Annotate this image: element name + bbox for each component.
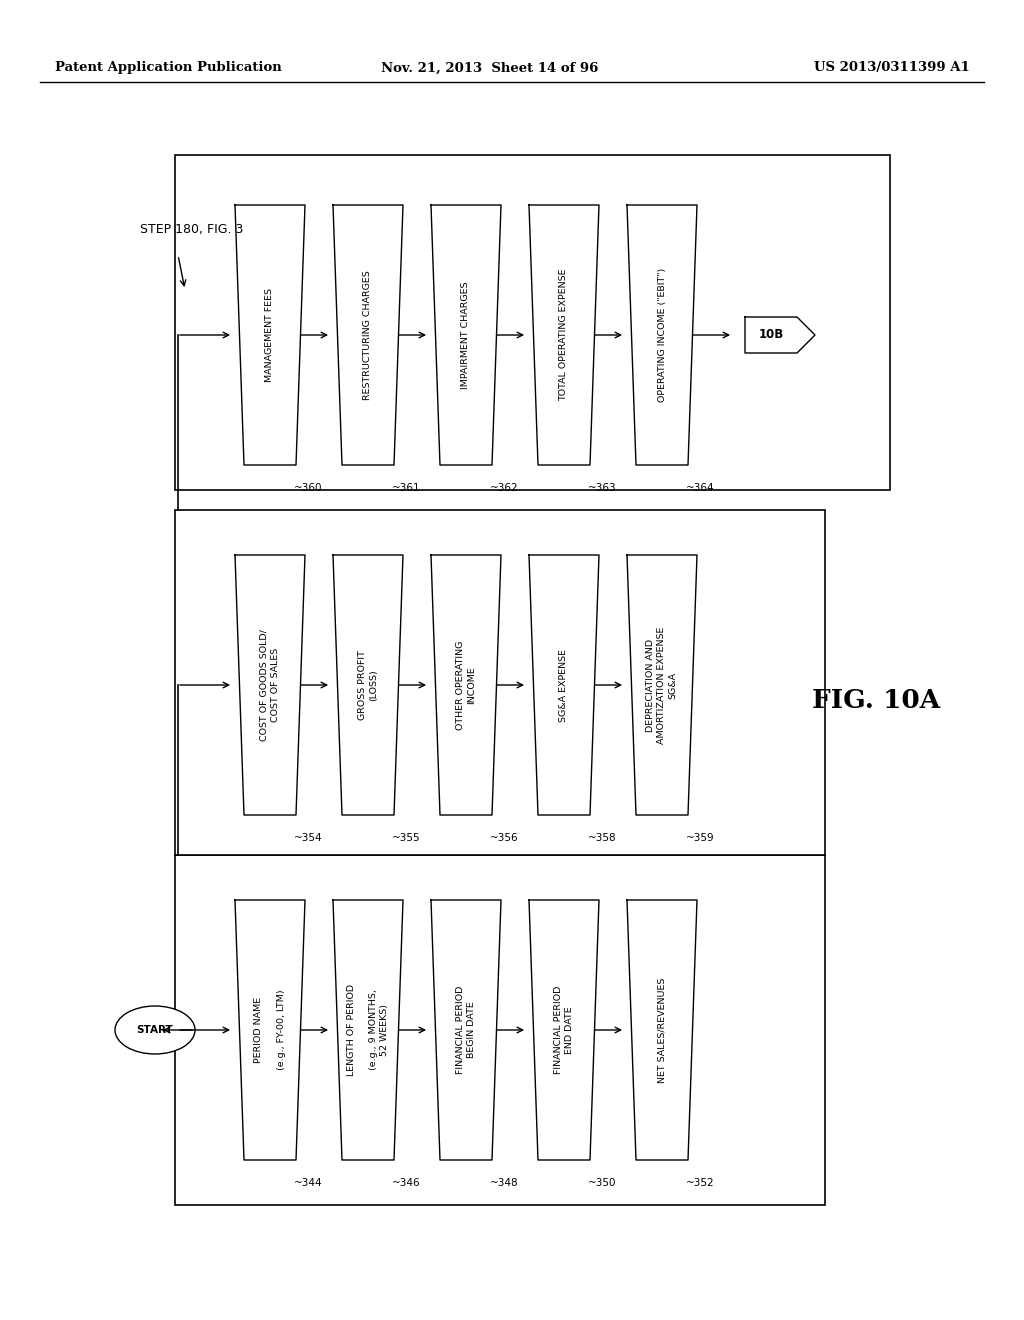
Bar bbox=[175, 510, 825, 855]
Text: Nov. 21, 2013  Sheet 14 of 96: Nov. 21, 2013 Sheet 14 of 96 bbox=[381, 62, 599, 74]
Text: OTHER OPERATING
INCOME: OTHER OPERATING INCOME bbox=[456, 640, 476, 730]
Polygon shape bbox=[234, 205, 305, 465]
Text: ~346: ~346 bbox=[392, 1177, 421, 1188]
Polygon shape bbox=[431, 900, 501, 1160]
Text: TOTAL OPERATING EXPENSE: TOTAL OPERATING EXPENSE bbox=[559, 269, 568, 401]
Text: DEPRECIATION AND
AMORTIZATION EXPENSE
SG&A: DEPRECIATION AND AMORTIZATION EXPENSE SG… bbox=[646, 626, 678, 743]
Text: COST OF GOODS SOLD/
COST OF SALES: COST OF GOODS SOLD/ COST OF SALES bbox=[260, 630, 280, 741]
Polygon shape bbox=[745, 317, 815, 352]
Text: US 2013/0311399 A1: US 2013/0311399 A1 bbox=[814, 62, 970, 74]
Text: ~356: ~356 bbox=[490, 833, 518, 843]
Polygon shape bbox=[627, 900, 697, 1160]
Bar bbox=[175, 154, 890, 490]
Text: SG&A EXPENSE: SG&A EXPENSE bbox=[559, 648, 568, 722]
Text: ~344: ~344 bbox=[294, 1177, 323, 1188]
Text: MANAGEMENT FEES: MANAGEMENT FEES bbox=[265, 288, 274, 381]
Text: ~362: ~362 bbox=[490, 483, 518, 492]
Polygon shape bbox=[529, 205, 599, 465]
Bar bbox=[175, 855, 825, 1205]
Polygon shape bbox=[234, 900, 305, 1160]
Text: ~360: ~360 bbox=[294, 483, 323, 492]
Text: ~359: ~359 bbox=[686, 833, 715, 843]
Text: START: START bbox=[136, 1026, 173, 1035]
Text: GROSS PROFIT
(LOSS): GROSS PROFIT (LOSS) bbox=[358, 649, 378, 719]
Text: OPERATING INCOME ("EBIT"): OPERATING INCOME ("EBIT") bbox=[657, 268, 667, 403]
Text: ~352: ~352 bbox=[686, 1177, 715, 1188]
Text: ~363: ~363 bbox=[588, 483, 616, 492]
Text: ~354: ~354 bbox=[294, 833, 323, 843]
Text: LENGTH OF PERIOD

(e.g., 9 MONTHS,
52 WEEKS): LENGTH OF PERIOD (e.g., 9 MONTHS, 52 WEE… bbox=[347, 983, 389, 1076]
Text: ~364: ~364 bbox=[686, 483, 715, 492]
Text: ~358: ~358 bbox=[588, 833, 616, 843]
Polygon shape bbox=[529, 554, 599, 814]
Text: ~350: ~350 bbox=[588, 1177, 616, 1188]
Text: FINANCIAL PERIOD
END DATE: FINANCIAL PERIOD END DATE bbox=[554, 986, 574, 1074]
Polygon shape bbox=[431, 205, 501, 465]
Text: FINANCIAL PERIOD
BEGIN DATE: FINANCIAL PERIOD BEGIN DATE bbox=[456, 986, 476, 1074]
Polygon shape bbox=[333, 554, 403, 814]
Polygon shape bbox=[529, 900, 599, 1160]
Text: 10B: 10B bbox=[759, 329, 783, 342]
Polygon shape bbox=[627, 205, 697, 465]
Polygon shape bbox=[333, 205, 403, 465]
Polygon shape bbox=[627, 554, 697, 814]
Polygon shape bbox=[234, 554, 305, 814]
Text: NET SALES/REVENUES: NET SALES/REVENUES bbox=[657, 977, 667, 1082]
Text: Patent Application Publication: Patent Application Publication bbox=[55, 62, 282, 74]
Text: STEP 180, FIG. 3: STEP 180, FIG. 3 bbox=[140, 223, 244, 236]
Polygon shape bbox=[333, 900, 403, 1160]
Ellipse shape bbox=[115, 1006, 195, 1053]
Polygon shape bbox=[431, 554, 501, 814]
Text: ~355: ~355 bbox=[392, 833, 421, 843]
Text: FIG. 10A: FIG. 10A bbox=[812, 688, 940, 713]
Text: RESTRUCTURING CHARGES: RESTRUCTURING CHARGES bbox=[364, 271, 373, 400]
Text: IMPAIRMENT CHARGES: IMPAIRMENT CHARGES bbox=[462, 281, 470, 389]
Text: ~361: ~361 bbox=[392, 483, 421, 492]
Text: ~348: ~348 bbox=[490, 1177, 518, 1188]
Text: PERIOD NAME

(e.g., FY-00, LTM): PERIOD NAME (e.g., FY-00, LTM) bbox=[254, 990, 286, 1071]
